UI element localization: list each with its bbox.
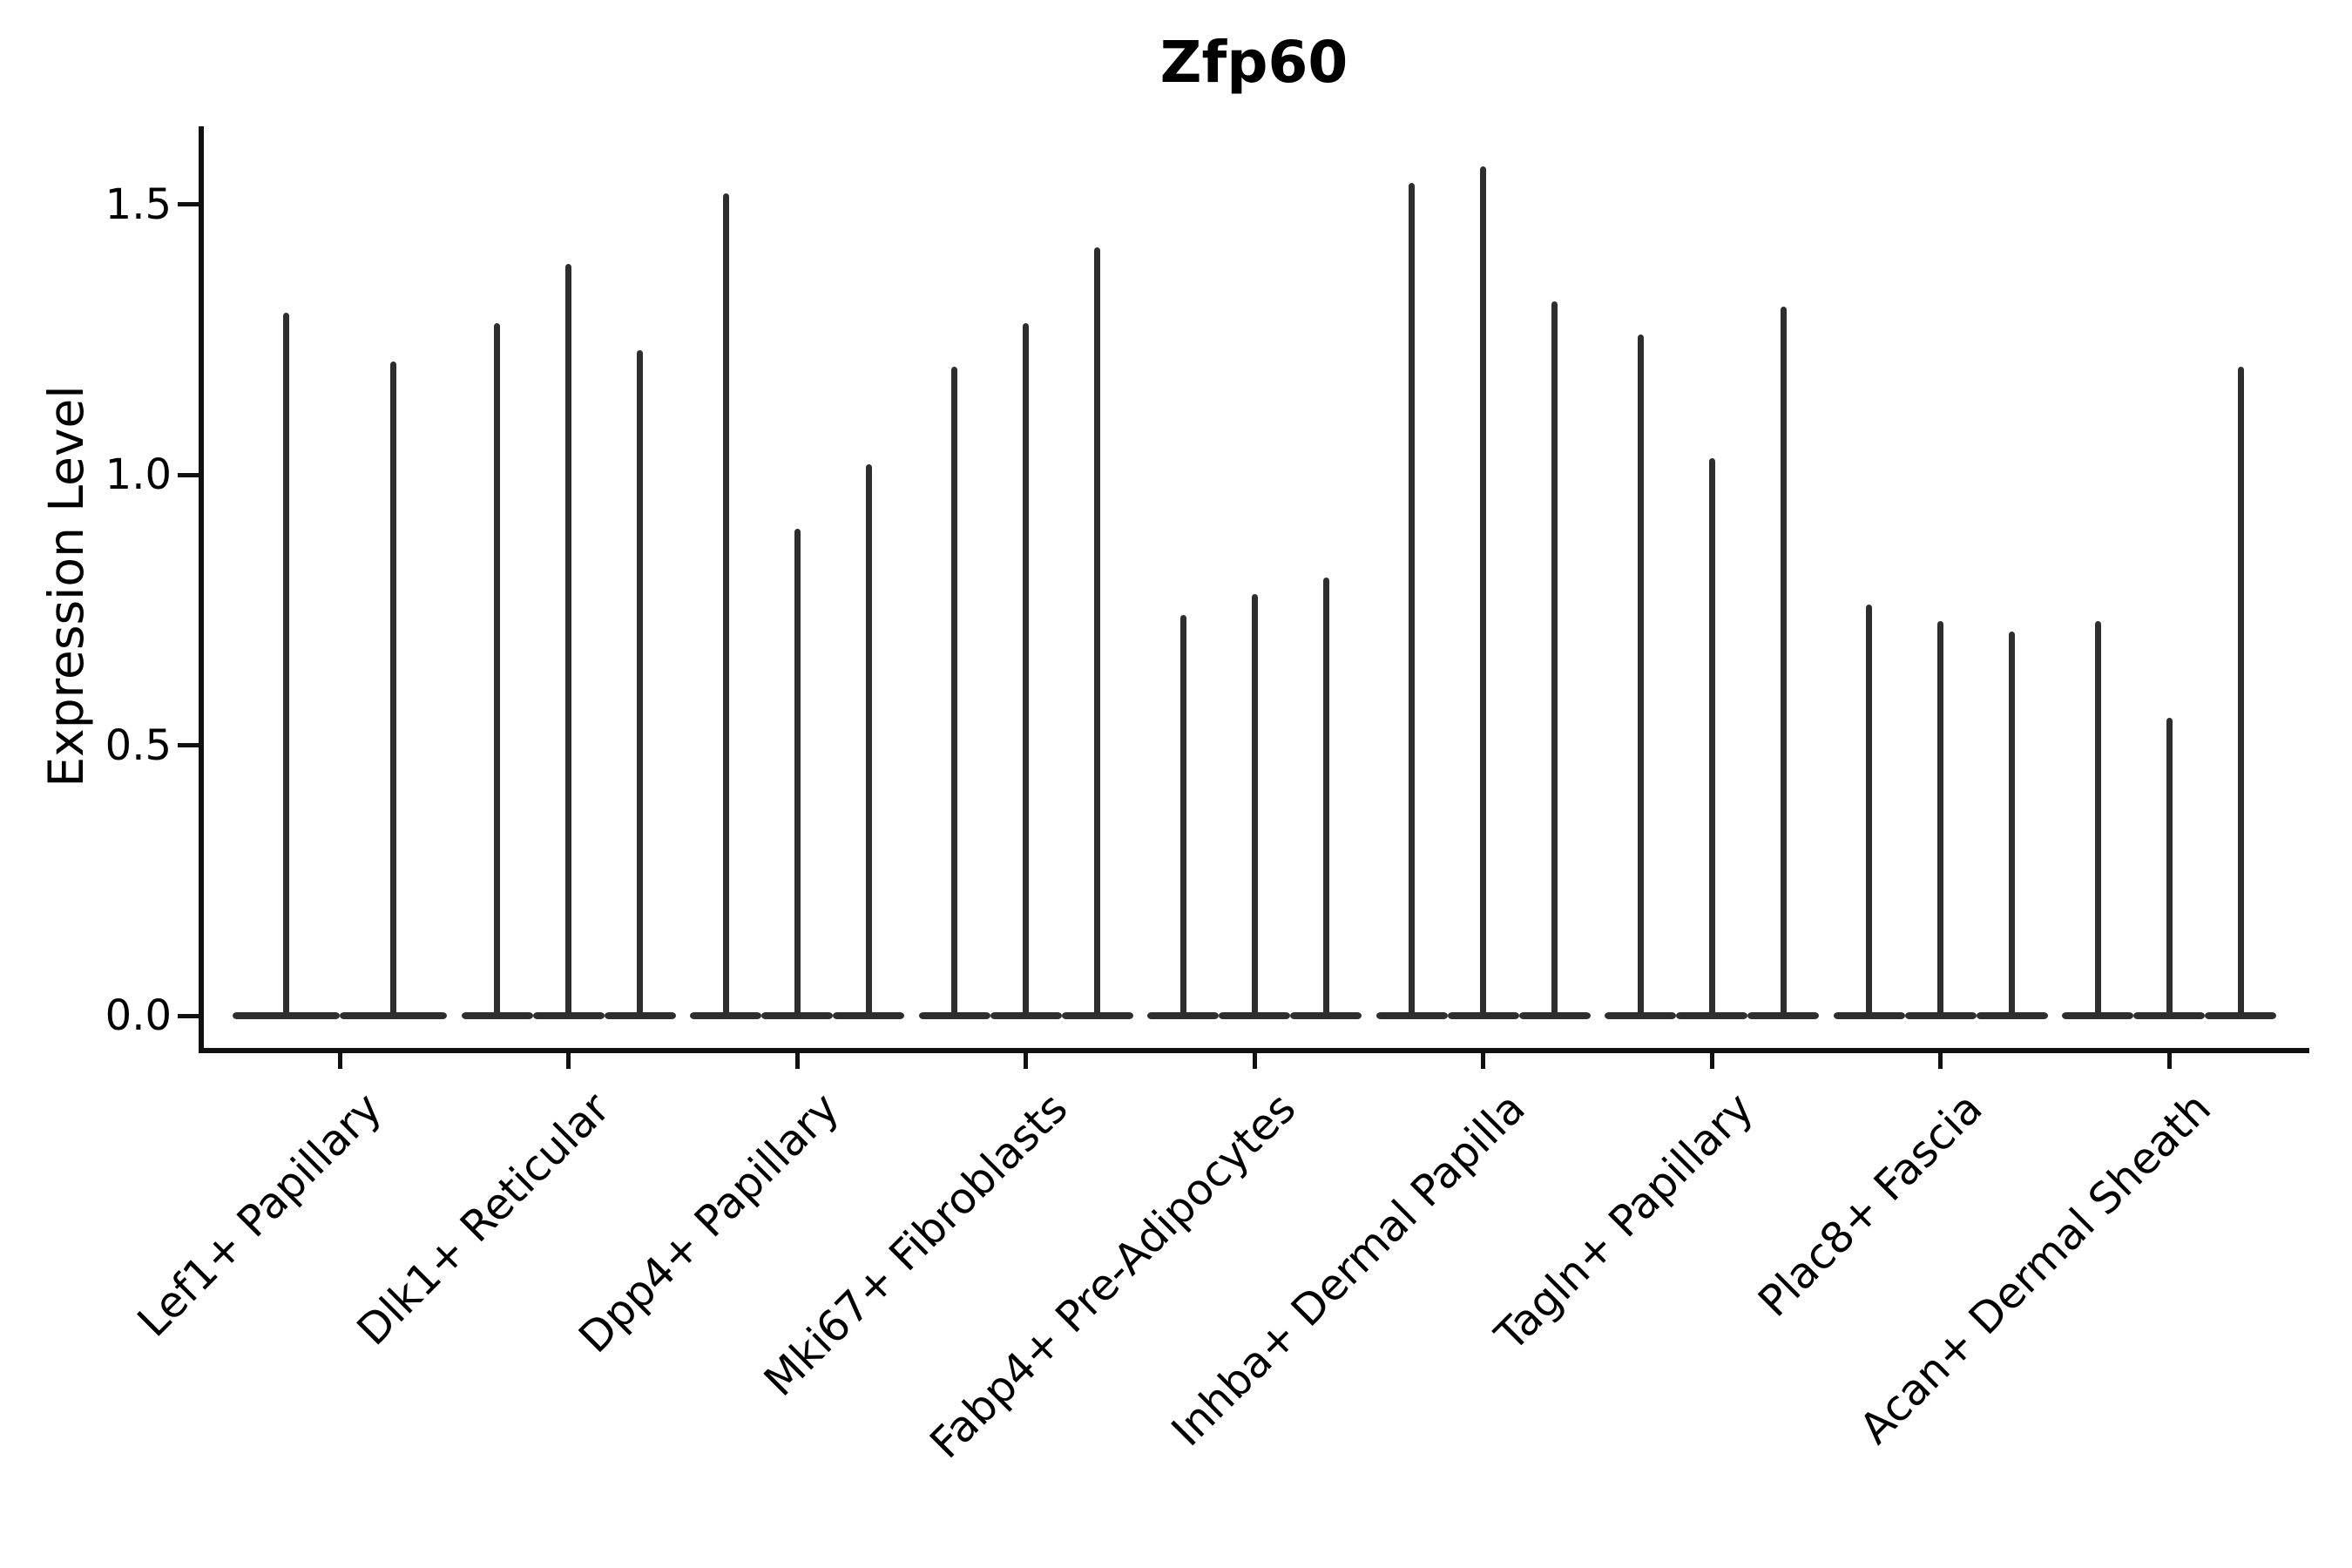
- violin-spike: [1780, 307, 1787, 1019]
- y-tick-mark: [178, 1013, 199, 1018]
- violin-spike: [283, 312, 289, 1019]
- violin-spike: [1023, 323, 1029, 1019]
- y-tick-label: 1.0: [105, 450, 172, 499]
- violin-spike: [1937, 620, 1943, 1019]
- violin-spike: [1551, 301, 1558, 1019]
- violin-spike: [1409, 182, 1415, 1019]
- x-tick-mark: [566, 1053, 571, 1069]
- violin-spike: [565, 263, 571, 1019]
- violin-spike: [865, 463, 872, 1019]
- violin-spike: [1322, 577, 1329, 1019]
- x-tick-label: Lef1+ Papillary: [127, 1083, 391, 1347]
- y-axis-spine: [199, 126, 204, 1053]
- violin-spike: [1094, 247, 1100, 1019]
- x-tick-mark: [1938, 1053, 1943, 1069]
- y-tick-label: 0.0: [105, 991, 172, 1040]
- violin-spike: [494, 323, 500, 1019]
- x-tick-label: Dlk1+ Reticular: [348, 1083, 620, 1355]
- violin-spike: [1637, 334, 1644, 1019]
- x-axis-spine: [199, 1048, 2309, 1053]
- x-tick-label: Plac8+ Fascia: [1748, 1083, 1992, 1327]
- y-tick-mark: [178, 743, 199, 747]
- x-tick-mark: [1024, 1053, 1028, 1069]
- violin-spike: [2009, 632, 2015, 1019]
- violin-spike: [2094, 620, 2101, 1019]
- x-tick-mark: [1709, 1053, 1714, 1069]
- x-tick-mark: [337, 1053, 342, 1069]
- y-tick-mark: [178, 202, 199, 206]
- y-tick-label: 1.5: [105, 179, 172, 229]
- violin-spike: [1251, 593, 1258, 1019]
- x-tick-mark: [794, 1053, 800, 1069]
- x-tick-label: Fabp4+ Pre-Adipocytes: [921, 1083, 1306, 1469]
- x-tick-mark: [1252, 1053, 1257, 1069]
- violin-spike: [390, 361, 396, 1019]
- violin-spike: [1708, 458, 1715, 1019]
- violin-spike: [1866, 605, 1872, 1019]
- violin-spike: [951, 366, 957, 1019]
- violin-spike: [722, 193, 729, 1019]
- y-tick-mark: [178, 472, 199, 477]
- x-tick-mark: [2166, 1053, 2172, 1069]
- violin-spike: [1179, 615, 1186, 1019]
- x-tick-label: Tagln+ Papillary: [1485, 1083, 1763, 1361]
- violin-spike: [794, 529, 801, 1019]
- chart-title: Zfp60: [1159, 29, 1348, 96]
- x-tick-mark: [1481, 1053, 1485, 1069]
- y-tick-label: 0.5: [105, 720, 172, 770]
- violin-spike: [2237, 366, 2244, 1019]
- violin-spike: [1480, 166, 1486, 1019]
- violin-spike: [637, 350, 643, 1019]
- violin-spike: [2166, 718, 2173, 1019]
